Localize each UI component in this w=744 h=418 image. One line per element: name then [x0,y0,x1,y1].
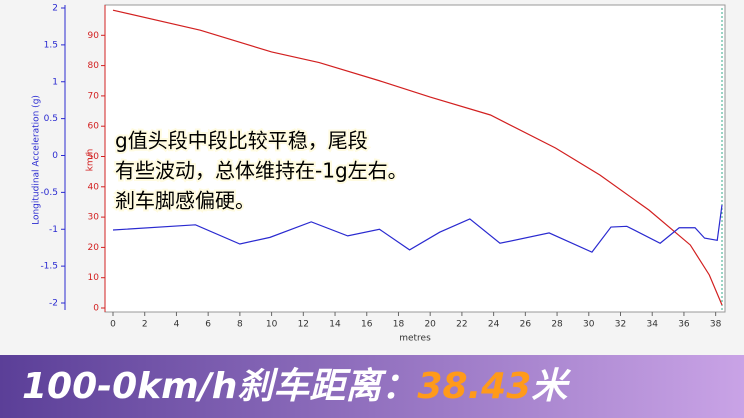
y2-tick-label: 1.5 [44,40,58,50]
y-tick-label: 0 [93,304,99,314]
x-tick-label: 28 [551,320,563,330]
x-tick-label: 10 [266,320,278,330]
y-axis-label: km/h [86,149,96,172]
x-tick-label: 16 [361,320,373,330]
x-tick-label: 0 [110,320,116,330]
banner-text: 100-0km/h刹车距离：38.43米 [22,366,571,407]
y2-axis-label: Longitudinal Acceleration (g) [32,95,42,225]
y2-tick-label: 1 [52,77,58,87]
x-tick-label: 14 [329,320,341,330]
x-tick-label: 30 [583,320,595,330]
plot-area [104,4,726,313]
x-tick-label: 22 [456,320,467,330]
banner-value: 38.43 [417,366,531,407]
x-tick-label: 26 [520,320,532,330]
line [112,9,723,306]
y2-tick-label: -1 [49,225,58,235]
x-tick-label: 36 [678,320,690,330]
x-tick-label: 12 [298,320,309,330]
y2-tick-label: 2 [52,4,58,14]
x-tick-label: 8 [237,320,243,330]
y-tick-label: 50 [88,152,100,162]
x-tick-label: 18 [393,320,405,330]
x-tick-label: 20 [424,320,436,330]
banner-unit: 米 [531,366,571,407]
y-tick-label: 70 [88,91,100,101]
x-tick-label: 4 [174,320,180,330]
banner-label: 100-0km/h刹车距离 [22,366,387,407]
y2-tick-label: -2 [49,299,58,309]
x-tick-label: 34 [646,320,658,330]
y-tick-label: 20 [88,243,100,253]
y-tick-label: 80 [88,61,100,71]
y-tick-label: 40 [88,182,100,192]
x-tick-label: 6 [205,320,211,330]
x-tick-label: 32 [615,320,626,330]
annotation: g值头段中段比较平稳，尾段 [115,129,368,153]
banner [0,355,744,418]
y-tick-label: 30 [88,213,100,223]
y2-tick-label: 0.5 [44,114,58,124]
y2-tick-label: -1.5 [40,262,58,272]
y2-tick-label: 0 [52,151,58,161]
y-tick-label: 10 [88,273,100,283]
annotation: 有些波动，总体维持在-1g左右。 [115,159,408,183]
x-axis-label: metres [399,334,431,344]
banner-separator: ： [381,366,417,407]
y-tick-label: 60 [88,122,100,132]
x-tick-label: 24 [488,320,500,330]
x-tick-label: 38 [710,320,722,330]
y-tick-label: 90 [88,31,100,41]
annotation: 剎车脚感偏硬。 [115,189,255,213]
x-tick-label: 2 [142,320,148,330]
y2-tick-label: -0.5 [40,188,58,198]
line [112,204,723,253]
